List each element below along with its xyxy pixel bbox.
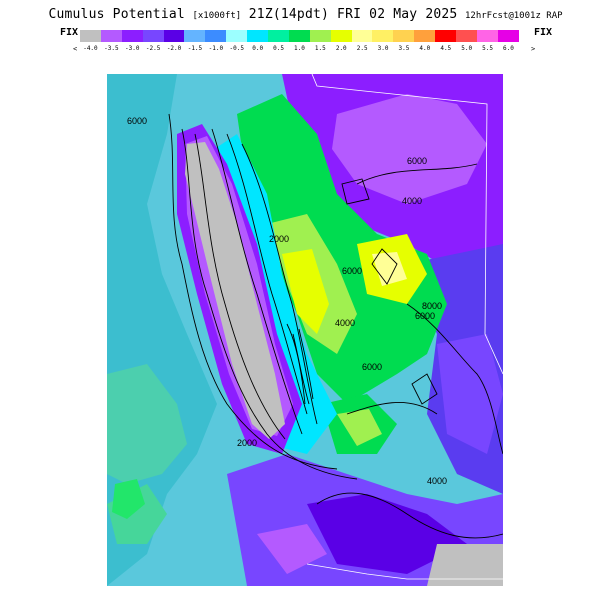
contour-label: 6000: [415, 311, 435, 321]
ocean-green-patch: [107, 364, 187, 484]
color-swatch: [435, 30, 457, 42]
central-valley-gray: [185, 142, 285, 439]
color-swatch: [80, 30, 101, 42]
map-title: Cumulus Potential [x1000ft] 21Z(14pdt) F…: [0, 6, 611, 22]
contour-label: 4000: [427, 476, 447, 486]
east-blue-inner: [437, 334, 503, 454]
contour-line: [194, 133, 286, 440]
legend-fix-right: FIX: [534, 27, 553, 38]
color-scale-tick-label: -2.5: [145, 45, 161, 52]
contour-cluster: [286, 323, 314, 405]
contour-line: [181, 128, 358, 480]
color-swatch: [330, 30, 352, 42]
contour-lines: [168, 113, 503, 539]
color-scale-tick-label: 6.0: [503, 45, 514, 52]
title-run: 12hrFcst@1001z RAP: [465, 11, 563, 21]
color-scale-tick-label: 0.5: [273, 45, 284, 52]
color-swatch: [309, 30, 331, 42]
color-scale-tick-label: -4.0: [83, 45, 98, 52]
color-scale-tick-label: -3.5: [104, 45, 119, 52]
central-yellow-region: [282, 249, 329, 334]
color-scale-tick-label: -2.0: [166, 45, 182, 52]
contour-closed: [371, 248, 398, 285]
cumulus-potential-map: 6000 6000 4000 2000 6000 4000 6000 6000 …: [107, 74, 503, 586]
contour-closed: [341, 178, 370, 205]
color-swatch: [226, 30, 248, 42]
legend-low-arrow: <: [73, 45, 78, 53]
southeast-gray: [427, 544, 503, 586]
color-scale-tick-label: 4.5: [440, 45, 452, 52]
ocean-bright-green: [112, 479, 145, 519]
contour-line: [356, 163, 478, 185]
south-deep-blue: [307, 494, 467, 574]
color-scale-tick-label: 2.5: [356, 45, 368, 52]
northeast-lavender: [332, 94, 487, 204]
contour-closed: [411, 373, 438, 405]
contour-line: [241, 143, 318, 425]
contour-line: [168, 113, 338, 470]
color-scale-tick-label: 3.5: [398, 45, 410, 52]
color-swatch: [372, 30, 394, 42]
color-swatch: [142, 30, 164, 42]
color-scale-bar: [80, 30, 519, 42]
color-swatch: [205, 30, 227, 42]
color-scale-tick-label: -1.0: [208, 45, 224, 52]
contour-label: 2000: [237, 438, 257, 448]
contour-line: [226, 133, 308, 415]
contour-line: [211, 128, 303, 435]
state-border: [311, 74, 503, 375]
color-swatch: [184, 30, 206, 42]
contour-label: 6000: [362, 362, 382, 372]
east-pale-yellow-patch: [372, 252, 407, 286]
title-unit: [x1000ft]: [192, 11, 242, 21]
contour-line: [406, 303, 503, 455]
contour-label-group: 6000 6000 4000 2000 6000 4000 6000 6000 …: [127, 116, 447, 486]
color-scale-tick-label: -1.5: [187, 45, 203, 52]
color-swatch: [414, 30, 436, 42]
color-swatch: [497, 30, 519, 42]
title-main: Cumulus Potential: [48, 7, 185, 22]
color-swatch: [247, 30, 269, 42]
central-green-region: [237, 94, 447, 404]
legend-high-arrow: >: [531, 45, 536, 53]
color-scale-tick-label: 4.0: [419, 45, 431, 52]
color-swatch: [288, 30, 310, 42]
state-border-south: [306, 563, 503, 580]
color-swatch: [456, 30, 477, 42]
color-scale-tick-label: -3.0: [125, 45, 140, 52]
color-swatch: [476, 30, 498, 42]
color-swatch: [163, 30, 185, 42]
southwest-lavender: [257, 524, 327, 574]
color-swatch: [393, 30, 415, 42]
color-scale-tick-label: 2.0: [335, 45, 347, 52]
color-scale-tick-label: 5.5: [482, 45, 493, 52]
south-yellowgreen-patch: [337, 409, 382, 446]
color-scale-tick-label: 3.0: [377, 45, 389, 52]
color-scale-tick-label: 0.0: [252, 45, 264, 52]
color-scale-tick-label: 1.5: [314, 45, 326, 52]
contour-label: 6000: [407, 156, 427, 166]
color-swatch: [351, 30, 373, 42]
color-scale-tick-label: 1.0: [294, 45, 305, 52]
title-valid-time: 21Z(14pdt) FRI 02 May 2025: [248, 7, 458, 22]
contour-label: 8000: [422, 301, 442, 311]
legend-fix-left: FIX: [60, 27, 79, 38]
color-swatch: [268, 30, 289, 42]
color-scale-tick-label: -0.5: [229, 45, 244, 52]
color-swatch: [100, 30, 122, 42]
contour-line: [346, 402, 438, 415]
color-swatch: [121, 30, 143, 42]
contour-label: 4000: [402, 196, 422, 206]
color-scale-tick-label: 5.0: [461, 45, 473, 52]
contour-line: [316, 492, 503, 539]
contour-label: 4000: [335, 318, 355, 328]
contour-label: 6000: [342, 266, 362, 276]
contour-label: 2000: [269, 234, 289, 244]
contour-label: 6000: [127, 116, 147, 126]
